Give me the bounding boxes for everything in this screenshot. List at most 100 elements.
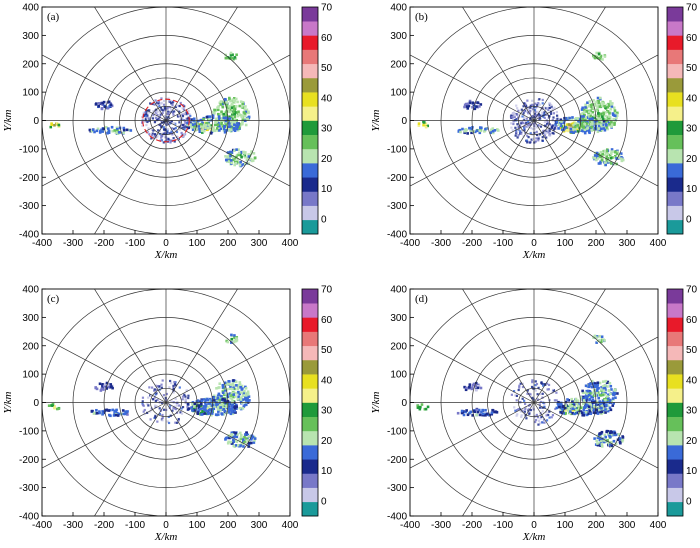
echo-pixel [192, 117, 196, 121]
echo-pixel [107, 382, 110, 386]
echo-pixel [122, 131, 125, 135]
echo-pixel [209, 402, 212, 405]
echo-pixel [591, 398, 595, 402]
echo-pixel [609, 408, 613, 412]
echo-pixel [224, 392, 227, 395]
colorbar-swatch [667, 63, 683, 79]
echo-pixel [527, 404, 531, 407]
echo-pixel [524, 104, 528, 107]
echo-pixel [239, 433, 243, 437]
echo-pixel [209, 408, 212, 411]
y-tick-label: 300 [22, 31, 39, 42]
echo-pixel [199, 124, 203, 128]
echo-pixel [551, 119, 554, 122]
colorbar-swatch [302, 345, 318, 361]
echo-pixel [595, 389, 599, 392]
echo-pixel [95, 408, 98, 412]
echo-pixel [233, 409, 236, 413]
echo-pixel [210, 130, 214, 134]
echo-pixel [551, 131, 554, 135]
echo-pixel [197, 409, 200, 413]
echo-pixel [151, 102, 154, 106]
echo-pixel [607, 393, 610, 397]
echo-pixel [610, 103, 613, 106]
echo-pixel [595, 109, 598, 112]
echo-pixel [242, 392, 246, 396]
echo-pixel [592, 411, 596, 414]
echo-pixel [242, 113, 245, 117]
echo-pixel [210, 413, 213, 417]
echo-pixel [536, 133, 539, 137]
echo-pixel [234, 444, 238, 447]
echo-pixel [178, 386, 181, 389]
radar-panel-3: (c)-400 -300 -200 -100 0 100 200 300 40040030020… [2, 285, 333, 544]
echo-pixel [543, 111, 546, 114]
echo-pixel [57, 123, 61, 127]
echo-pixel [582, 115, 585, 118]
echo-pixel [199, 400, 202, 403]
echo-pixel [185, 113, 188, 116]
echo-pixel [607, 432, 610, 435]
echo-pixel [510, 122, 513, 125]
echo-pixel [142, 111, 145, 114]
colorbar-frame [301, 6, 319, 235]
y-tick-label: 400 [390, 3, 407, 14]
echo-pixel [515, 131, 518, 134]
echo-pixel [606, 396, 610, 400]
colorbar-swatch [667, 177, 683, 192]
x-tick-label: -200 [462, 238, 482, 249]
echo-pixel [223, 101, 226, 105]
echo-pixel [170, 120, 173, 123]
echo-pixel [612, 393, 615, 397]
echo-pixel [572, 403, 576, 406]
echo-pixel [247, 162, 250, 165]
echo-pixel [590, 407, 594, 411]
echo-pixel [251, 435, 255, 439]
echo-pixel [474, 384, 477, 388]
echo-pixel [156, 104, 159, 107]
echo-pixel [600, 401, 604, 405]
echo-pixel [238, 381, 242, 384]
echo-pixel [226, 155, 229, 159]
echo-pixel [584, 384, 588, 388]
echo-pixel [531, 99, 534, 102]
echo-pixel [595, 151, 599, 155]
echo-pixel [527, 106, 531, 109]
echo-pixel [218, 382, 222, 385]
echo-pixel [230, 405, 234, 408]
echo-pixel [526, 392, 529, 395]
echo-pixel [196, 411, 199, 414]
echo-pixel [219, 100, 223, 104]
echo-pixel [609, 156, 613, 160]
echo-pixel [567, 126, 571, 129]
echo-pixel [246, 397, 249, 401]
echo-pixel [200, 122, 203, 126]
echo-pixel [605, 126, 608, 129]
echo-pixel [228, 115, 231, 119]
echo-pixel [583, 128, 587, 132]
echo-pixel [476, 410, 480, 414]
echo-pixel [235, 403, 238, 407]
echo-pixel [157, 129, 160, 132]
echo-pixel [111, 386, 114, 390]
echo-pixel [517, 388, 520, 392]
echo-pixel [108, 104, 111, 108]
echo-pixel [531, 406, 535, 409]
echo-pixel [243, 153, 246, 157]
echo-pixel [606, 439, 609, 442]
echo-pixel [608, 112, 611, 115]
echo-pixel [595, 154, 599, 157]
echo-pixel [190, 126, 194, 129]
echo-pixel [201, 409, 204, 413]
echo-pixel [178, 128, 181, 131]
echo-pixel [553, 106, 556, 109]
echo-pixel [223, 116, 227, 120]
echo-pixel [426, 405, 430, 409]
echo-pixel [568, 124, 572, 128]
echo-pixel [593, 382, 597, 385]
echo-pixel [602, 401, 606, 405]
echo-pixel [207, 402, 210, 405]
x-tick-label: 200 [220, 520, 237, 531]
echo-pixel [233, 110, 237, 114]
echo-pixel [555, 399, 558, 402]
